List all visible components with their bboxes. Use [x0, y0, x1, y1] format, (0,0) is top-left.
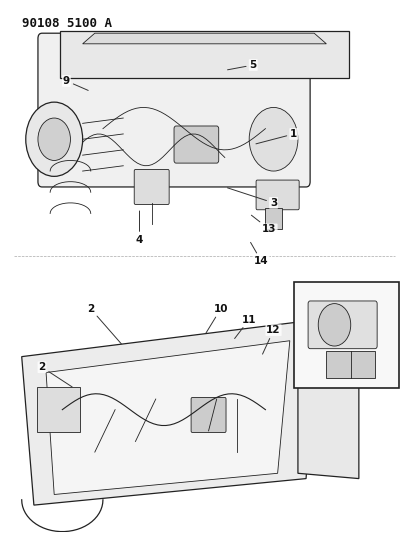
Polygon shape [22, 319, 318, 505]
Text: 14: 14 [251, 243, 269, 266]
Text: 1: 1 [256, 129, 297, 144]
FancyBboxPatch shape [37, 387, 80, 432]
Text: 2: 2 [38, 362, 72, 387]
FancyBboxPatch shape [134, 169, 169, 205]
Circle shape [38, 118, 70, 160]
FancyBboxPatch shape [308, 301, 377, 349]
FancyBboxPatch shape [191, 398, 226, 432]
Text: 2: 2 [87, 304, 121, 344]
Text: 4: 4 [136, 211, 143, 245]
Text: 5: 5 [227, 60, 257, 70]
Text: 6: 6 [315, 293, 332, 303]
Polygon shape [298, 335, 359, 479]
FancyBboxPatch shape [256, 180, 299, 210]
Bar [294, 282, 400, 389]
Text: 10: 10 [206, 304, 228, 333]
Text: 11: 11 [235, 314, 256, 338]
Text: 3: 3 [227, 188, 277, 208]
Text: 7: 7 [369, 368, 391, 383]
Circle shape [26, 102, 83, 176]
Text: 90108 5100 A: 90108 5100 A [22, 17, 112, 30]
Text: 13: 13 [252, 215, 277, 235]
Bar [326, 351, 375, 378]
Text: 12: 12 [263, 325, 281, 354]
Text: 8: 8 [362, 298, 383, 309]
Circle shape [318, 304, 351, 346]
Polygon shape [46, 341, 290, 495]
FancyBboxPatch shape [60, 30, 349, 78]
Circle shape [249, 108, 298, 171]
Polygon shape [83, 33, 326, 44]
Text: 9: 9 [63, 76, 88, 91]
FancyBboxPatch shape [38, 33, 310, 187]
FancyBboxPatch shape [174, 126, 219, 163]
Bar [265, 208, 282, 229]
